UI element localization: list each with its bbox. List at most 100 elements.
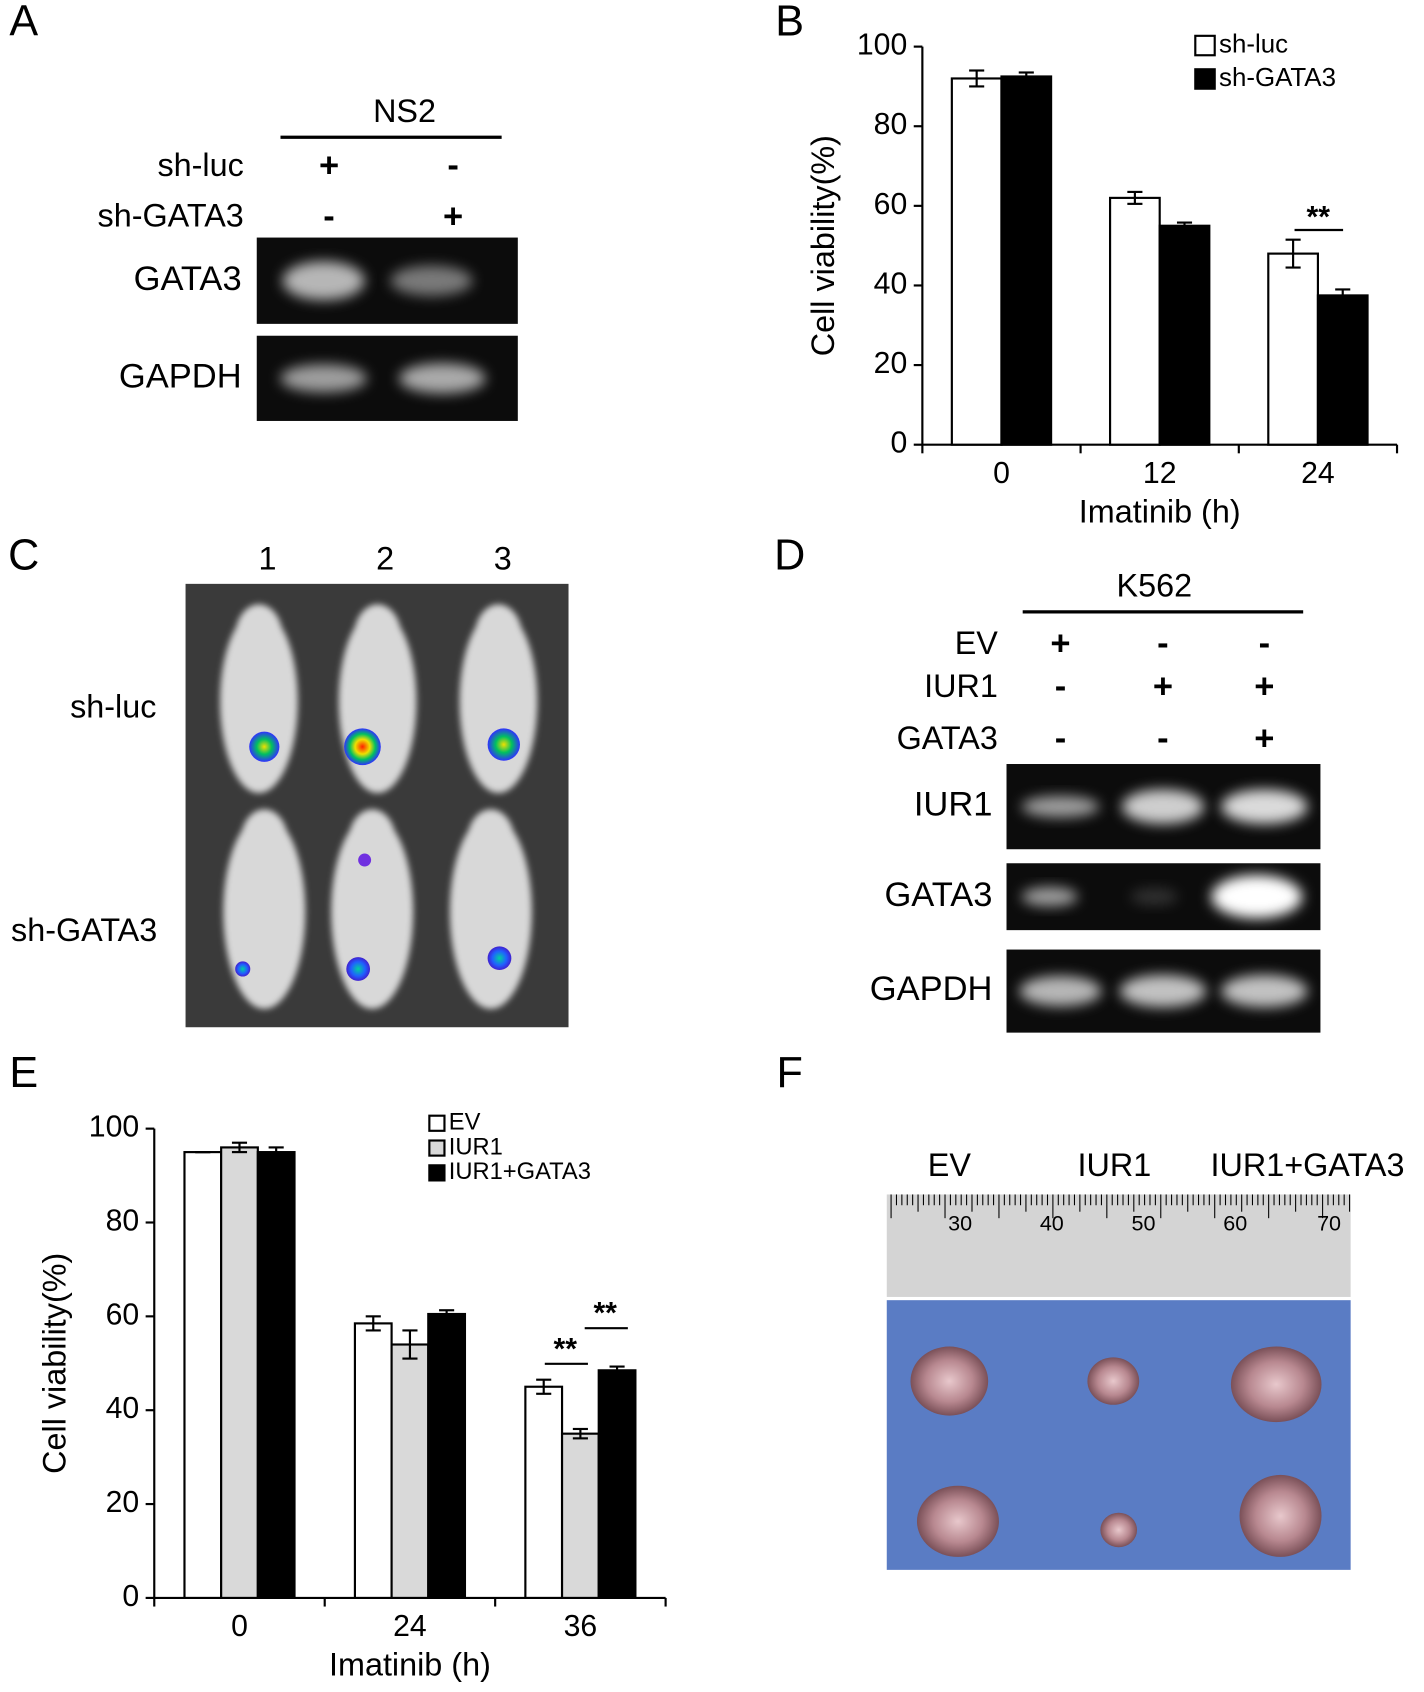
- blot-label: GAPDH: [870, 970, 993, 1008]
- bar: [220, 1146, 259, 1599]
- panel-letter: B: [775, 0, 804, 45]
- error-bar: [536, 1378, 552, 1395]
- gel-band: [1221, 789, 1308, 824]
- legend-label: sh-GATA3: [1219, 64, 1336, 92]
- significance-label: **: [554, 1333, 578, 1366]
- gel-band: [399, 363, 486, 394]
- gel-band: [282, 261, 365, 301]
- y-tick-label: 0: [122, 1580, 139, 1613]
- gel-band: [1019, 975, 1102, 1007]
- bar: [1158, 224, 1211, 446]
- y-tick-label: 80: [874, 108, 908, 141]
- x-tick-label: 24: [1301, 457, 1335, 490]
- condition-label: sh-GATA3: [98, 198, 244, 234]
- cell-line: K562: [1117, 568, 1193, 604]
- error-bar: [402, 1329, 418, 1360]
- y-axis-label: Cell viability(%): [805, 135, 841, 356]
- gel-band: [1021, 886, 1078, 907]
- bar: [256, 1151, 296, 1599]
- bar: [597, 1369, 637, 1599]
- gel-band: [1119, 974, 1207, 1008]
- condition-mark: +: [1254, 668, 1274, 706]
- y-tick-label: 40: [874, 267, 908, 300]
- significance-label: **: [593, 1297, 617, 1330]
- x-tick-label: 0: [993, 457, 1010, 490]
- x-tick-label: 12: [1143, 457, 1177, 490]
- y-tick-label: 60: [874, 188, 908, 221]
- error-bar: [365, 1315, 381, 1332]
- bar: [390, 1343, 430, 1599]
- error-bar: [1018, 71, 1034, 82]
- column-label: 2: [376, 541, 394, 577]
- condition-mark: +: [1050, 624, 1070, 662]
- legend-swatch: [1194, 68, 1216, 90]
- error-bar: [609, 1365, 625, 1376]
- blot-label: GAPDH: [119, 357, 242, 395]
- condition-mark: -: [1055, 719, 1067, 757]
- panel-letter: D: [774, 531, 805, 579]
- y-tick-label: 0: [890, 427, 907, 460]
- y-tick-label: 60: [106, 1298, 140, 1331]
- condition-mark: -: [323, 197, 335, 235]
- error-bar: [231, 1141, 248, 1154]
- error-bar: [969, 69, 985, 88]
- condition-mark: +: [1254, 719, 1274, 757]
- condition-mark: +: [319, 147, 339, 185]
- bar: [183, 1151, 223, 1599]
- ruler-label: 70: [1317, 1210, 1341, 1235]
- row-label: sh-GATA3: [11, 912, 157, 948]
- bar: [353, 1322, 393, 1599]
- gel-band: [1121, 789, 1204, 824]
- y-tick-label: 100: [857, 29, 907, 62]
- y-tick-label: 20: [106, 1486, 140, 1519]
- legend-swatch: [428, 1164, 446, 1182]
- error-bar: [1285, 238, 1301, 269]
- blot-label: GATA3: [884, 876, 992, 914]
- condition-mark: -: [1055, 668, 1067, 706]
- bar: [560, 1432, 600, 1599]
- gel-band: [1221, 974, 1308, 1008]
- panel-letter: F: [776, 1049, 802, 1097]
- bar: [1267, 252, 1319, 446]
- legend-label: IUR1+GATA3: [449, 1159, 591, 1185]
- y-axis-label: Cell viability(%): [37, 1253, 73, 1474]
- condition-label: sh-luc: [157, 147, 243, 183]
- error-bar: [268, 1146, 284, 1158]
- x-axis-label: Imatinib (h): [1079, 493, 1241, 529]
- group-label: EV: [928, 1147, 972, 1183]
- legend-swatch: [428, 1114, 446, 1132]
- significance-label: **: [1307, 201, 1331, 234]
- panel-letter: C: [8, 531, 39, 579]
- condition-mark: +: [1153, 668, 1173, 706]
- x-tick-label: 24: [393, 1610, 427, 1643]
- cell-line: NS2: [373, 93, 436, 129]
- column-label: 3: [494, 541, 512, 577]
- panel-letter: E: [9, 1049, 38, 1097]
- condition-label: EV: [955, 625, 999, 661]
- y-tick-label: 20: [874, 347, 908, 380]
- legend-label: EV: [449, 1110, 481, 1136]
- y-tick-label: 100: [89, 1111, 139, 1144]
- bar: [950, 77, 1003, 446]
- legend-label: sh-luc: [1219, 30, 1288, 58]
- ruler-label: 60: [1223, 1210, 1247, 1235]
- error-bar: [1176, 221, 1193, 231]
- gel-band: [280, 364, 367, 393]
- condition-mark: -: [1157, 624, 1169, 662]
- panel-letter: A: [9, 0, 38, 45]
- tumors: [910, 1346, 1322, 1557]
- bar: [1316, 294, 1369, 446]
- bar: [427, 1312, 467, 1599]
- condition-mark: -: [447, 147, 459, 185]
- legend-swatch: [428, 1139, 446, 1157]
- x-tick-label: 36: [564, 1610, 598, 1643]
- bar: [1000, 75, 1053, 446]
- ruler: [886, 1194, 1351, 1297]
- bar: [1108, 196, 1161, 446]
- condition-mark: -: [1157, 719, 1169, 757]
- condition-label: GATA3: [897, 720, 998, 756]
- blot-label: IUR1: [914, 786, 993, 824]
- bar: [524, 1385, 564, 1599]
